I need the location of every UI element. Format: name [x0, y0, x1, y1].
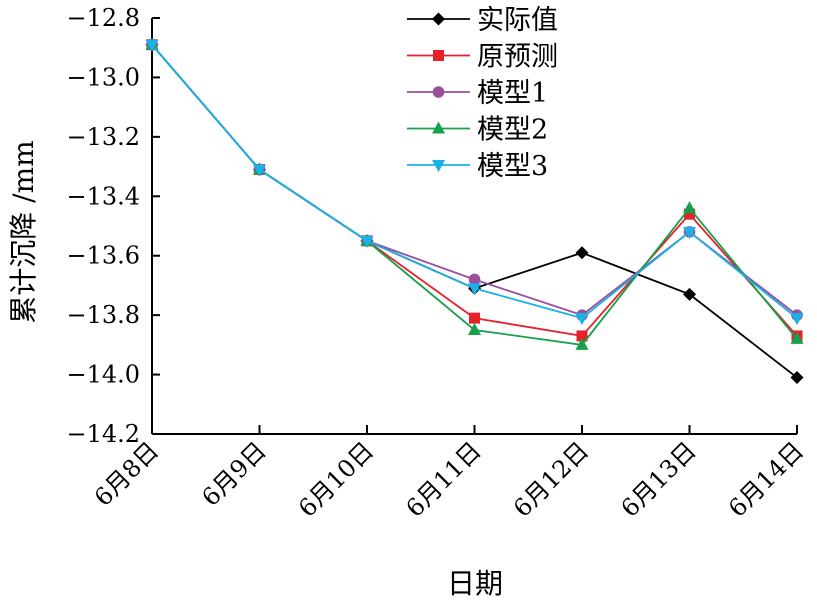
- y-axis-title: 累计沉降 /mm: [7, 140, 40, 323]
- data-point: [575, 246, 589, 260]
- y-tick-label: −13.4: [66, 182, 140, 210]
- series-line: [151, 44, 798, 346]
- data-point: [683, 201, 696, 214]
- data-point: [575, 337, 589, 350]
- y-tick-label: −13.6: [66, 242, 140, 270]
- data-point: [468, 323, 481, 335]
- y-tick-label: −13.2: [66, 123, 140, 151]
- series-4: [145, 37, 804, 350]
- x-tick-label: 6月13日: [616, 436, 702, 522]
- y-tick-label: −12.8: [66, 4, 140, 32]
- data-point: [253, 164, 266, 177]
- data-point: [684, 208, 695, 220]
- data-point: [469, 312, 480, 324]
- x-tick-label: 6月10日: [293, 436, 379, 522]
- legend-marker: [432, 12, 445, 26]
- axes: −12.8 −13.0 −13.2 −13.4 −13.6 −13.8 −14.0 −14.2…: [66, 4, 809, 523]
- legend-marker: [433, 50, 444, 61]
- x-tick-label: 6月12日: [508, 436, 594, 522]
- y-tick-label: −13.8: [66, 301, 140, 329]
- data-point: [145, 39, 159, 52]
- legend-label: 模型2: [477, 115, 548, 146]
- legend-item: 模型1: [407, 78, 548, 109]
- legend-label: 模型3: [477, 151, 548, 182]
- legend-label: 实际值: [477, 5, 558, 36]
- series-3: [146, 38, 803, 321]
- legend-item: 原预测: [407, 42, 558, 73]
- data-point: [790, 371, 804, 385]
- series-layer: [145, 37, 804, 385]
- data-point: [468, 283, 481, 296]
- legend-marker: [432, 86, 445, 98]
- legend-item: 模型3: [407, 151, 548, 182]
- series-2: [146, 39, 803, 342]
- data-point: [790, 331, 804, 344]
- legend-marker: [432, 121, 445, 134]
- x-tick-label: 6月14日: [723, 436, 809, 522]
- legend-label: 原预测: [477, 42, 558, 73]
- legend-item: 实际值: [407, 5, 558, 36]
- legend-marker: [432, 160, 445, 172]
- series-5: [145, 39, 804, 326]
- data-point: [468, 273, 481, 286]
- x-tick-label: 6月9日: [196, 436, 271, 511]
- y-tick-label: −14.0: [66, 361, 140, 389]
- legend-item: 模型2: [407, 115, 548, 146]
- data-point: [575, 313, 589, 326]
- legend-label: 模型1: [477, 78, 548, 109]
- x-axis-title: 日期: [447, 567, 503, 600]
- y-tick-label: −13.0: [66, 63, 140, 91]
- data-point: [790, 313, 804, 326]
- data-point: [360, 235, 374, 248]
- data-point: [576, 330, 588, 342]
- data-point: [683, 287, 696, 301]
- y-tick-label: −14.2: [66, 420, 140, 448]
- x-tick-label: 6月11日: [401, 436, 487, 522]
- data-point: [683, 226, 696, 239]
